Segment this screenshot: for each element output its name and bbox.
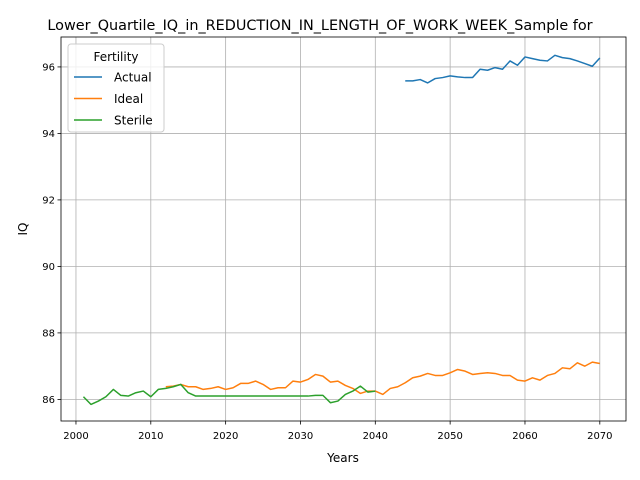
x-tick-label: 2010 <box>138 431 163 442</box>
legend-label-sterile: Sterile <box>114 113 153 127</box>
y-axis-label: IQ <box>16 223 30 236</box>
x-tick-label: 2070 <box>587 431 612 442</box>
plot-frame <box>60 36 627 422</box>
x-tick-label: 2050 <box>437 431 462 442</box>
legend-entries: Actual Ideal Sterile <box>74 70 153 127</box>
series-line-sterile <box>82 383 376 406</box>
y-tick-label: 96 <box>42 63 55 74</box>
x-tick-label: 2060 <box>512 431 537 442</box>
series-line-ideal <box>165 361 600 396</box>
series-layer <box>82 54 601 406</box>
x-tick-label: 2030 <box>288 431 313 442</box>
legend: Fertility Actual Ideal Sterile <box>67 43 165 133</box>
legend-label-ideal: Ideal <box>114 92 143 106</box>
x-axis-label: Years <box>326 451 359 465</box>
x-tick-label: 2000 <box>63 431 88 442</box>
y-tick-label: 88 <box>42 328 55 339</box>
series-line-actual <box>405 54 601 84</box>
y-tick-label: 92 <box>42 196 55 207</box>
x-tick-label: 2040 <box>363 431 388 442</box>
legend-box <box>67 43 165 133</box>
grid <box>61 37 626 421</box>
x-tick-label: 2020 <box>213 431 238 442</box>
y-tick-label: 94 <box>42 129 55 140</box>
y-tick-label: 86 <box>42 395 55 406</box>
axis-ticks: 2000 2010 2020 2030 2040 2050 2060 2070 86 88 90 92… <box>42 63 612 442</box>
chart-title: Lower_Quartile_IQ_in_REDUCTION_IN_LENGTH… <box>47 18 592 34</box>
legend-label-actual: Actual <box>114 70 152 84</box>
legend-title: Fertility <box>93 50 138 64</box>
y-tick-label: 90 <box>42 262 55 273</box>
